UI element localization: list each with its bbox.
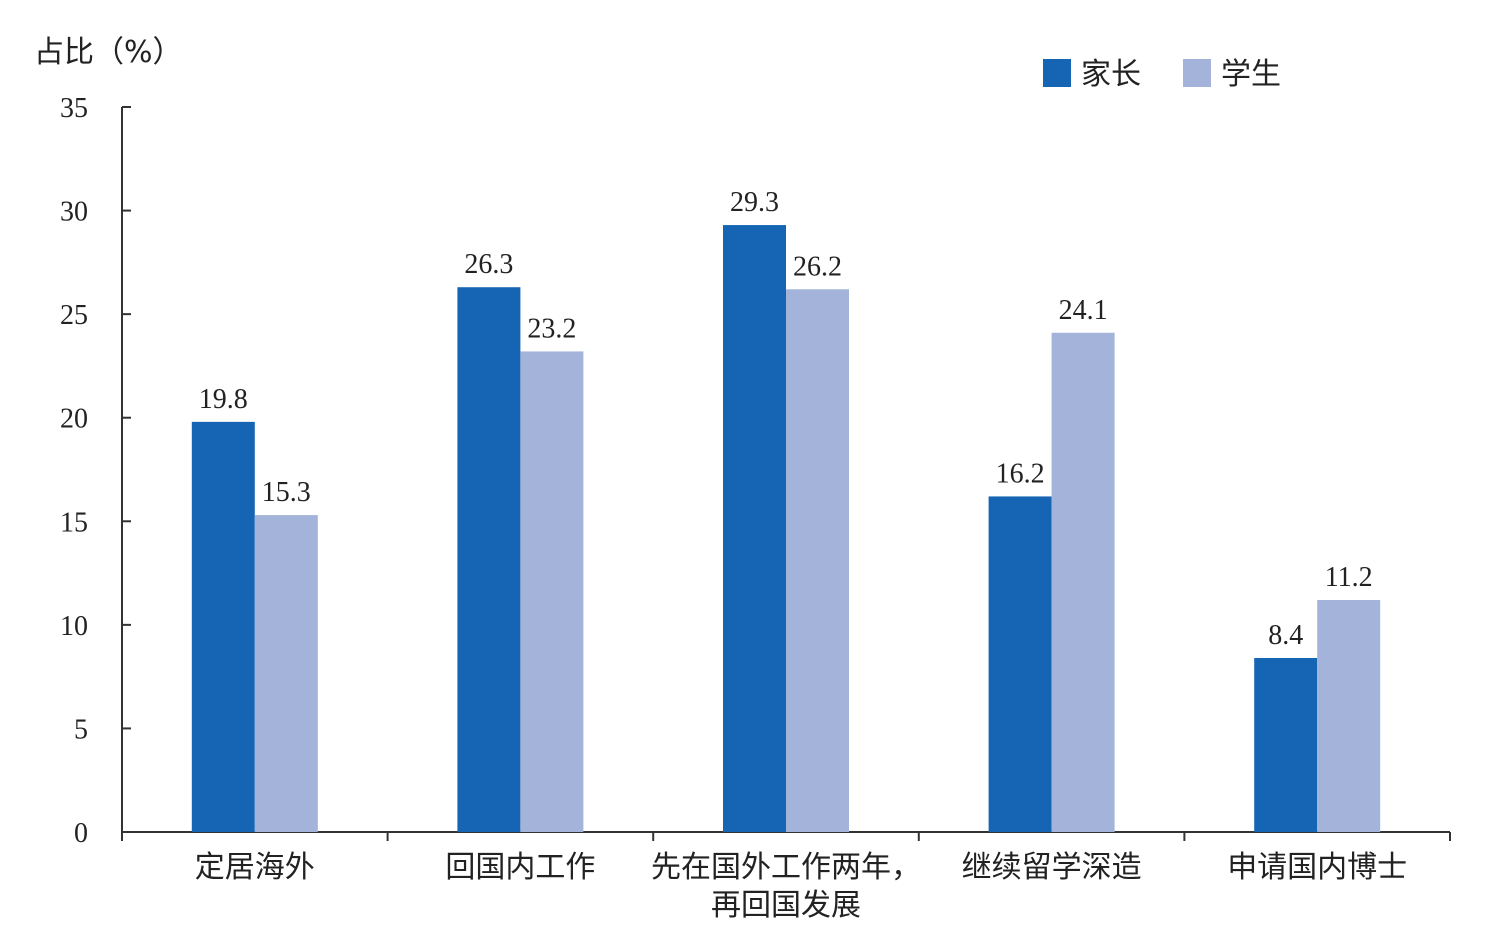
- data-label: 15.3: [262, 477, 311, 508]
- data-label: 24.1: [1059, 295, 1108, 326]
- x-category-labels: 定居海外 回国内工作 先在国外工作两年，再回国发展 继续留学深造 申请国内博士: [195, 850, 1407, 923]
- y-axis-label: 占比（%）: [34, 35, 183, 70]
- x-category-label-line: 再回国发展: [711, 888, 861, 923]
- bar: [457, 287, 521, 832]
- bar: [786, 289, 849, 832]
- y-tick-label: 20: [60, 404, 88, 435]
- y-tick-label: 30: [60, 197, 88, 228]
- bar: [254, 515, 318, 832]
- bar: [1051, 332, 1115, 832]
- y-tick-label: 5: [74, 714, 88, 745]
- x-category-label: 先在国外工作两年，再回国发展: [651, 850, 921, 923]
- x-category-label-line: 回国内工作: [445, 850, 595, 885]
- data-label: 19.8: [199, 384, 248, 415]
- legend-label: 学生: [1221, 57, 1281, 92]
- x-category-label-line: 继续留学深造: [962, 850, 1142, 885]
- x-category-label-line: 定居海外: [195, 850, 315, 885]
- y-ticks: 0 5 10 15 20 25 30 35: [60, 93, 131, 849]
- data-label: 11.2: [1325, 562, 1373, 593]
- legend-swatch: [1043, 59, 1071, 87]
- y-tick-label: 35: [60, 93, 88, 124]
- x-category-label-line: 申请国内博士: [1227, 850, 1407, 885]
- bar: [1254, 658, 1318, 832]
- data-label: 8.4: [1268, 620, 1303, 651]
- x-category-label: 继续留学深造: [962, 850, 1142, 885]
- x-category-label: 申请国内博士: [1227, 850, 1407, 885]
- bar: [988, 496, 1052, 832]
- y-tick-label: 25: [60, 300, 88, 331]
- bars: [191, 225, 1381, 833]
- data-label: 26.2: [793, 251, 842, 282]
- data-labels: 19.8 26.3 29.3 16.2 8.4 15.3 23.2 26.2 24.1 11.2: [199, 187, 1373, 651]
- y-tick-label: 10: [60, 611, 88, 642]
- data-label: 16.2: [996, 458, 1045, 489]
- y-tick-label: 0: [74, 818, 88, 849]
- legend: 家长 学生: [1043, 57, 1281, 92]
- data-label: 23.2: [527, 313, 576, 344]
- y-tick-label: 15: [60, 507, 88, 538]
- x-category-label: 回国内工作: [445, 850, 595, 885]
- legend-swatch: [1183, 59, 1211, 87]
- bar: [723, 225, 786, 833]
- bar: [520, 351, 584, 832]
- x-category-label: 定居海外: [195, 850, 315, 885]
- x-category-label-line: 先在国外工作两年，: [651, 850, 921, 885]
- bar: [1317, 600, 1381, 832]
- legend-label: 家长: [1081, 57, 1141, 92]
- bar: [191, 421, 255, 832]
- data-label: 29.3: [730, 187, 779, 218]
- data-label: 26.3: [464, 249, 513, 280]
